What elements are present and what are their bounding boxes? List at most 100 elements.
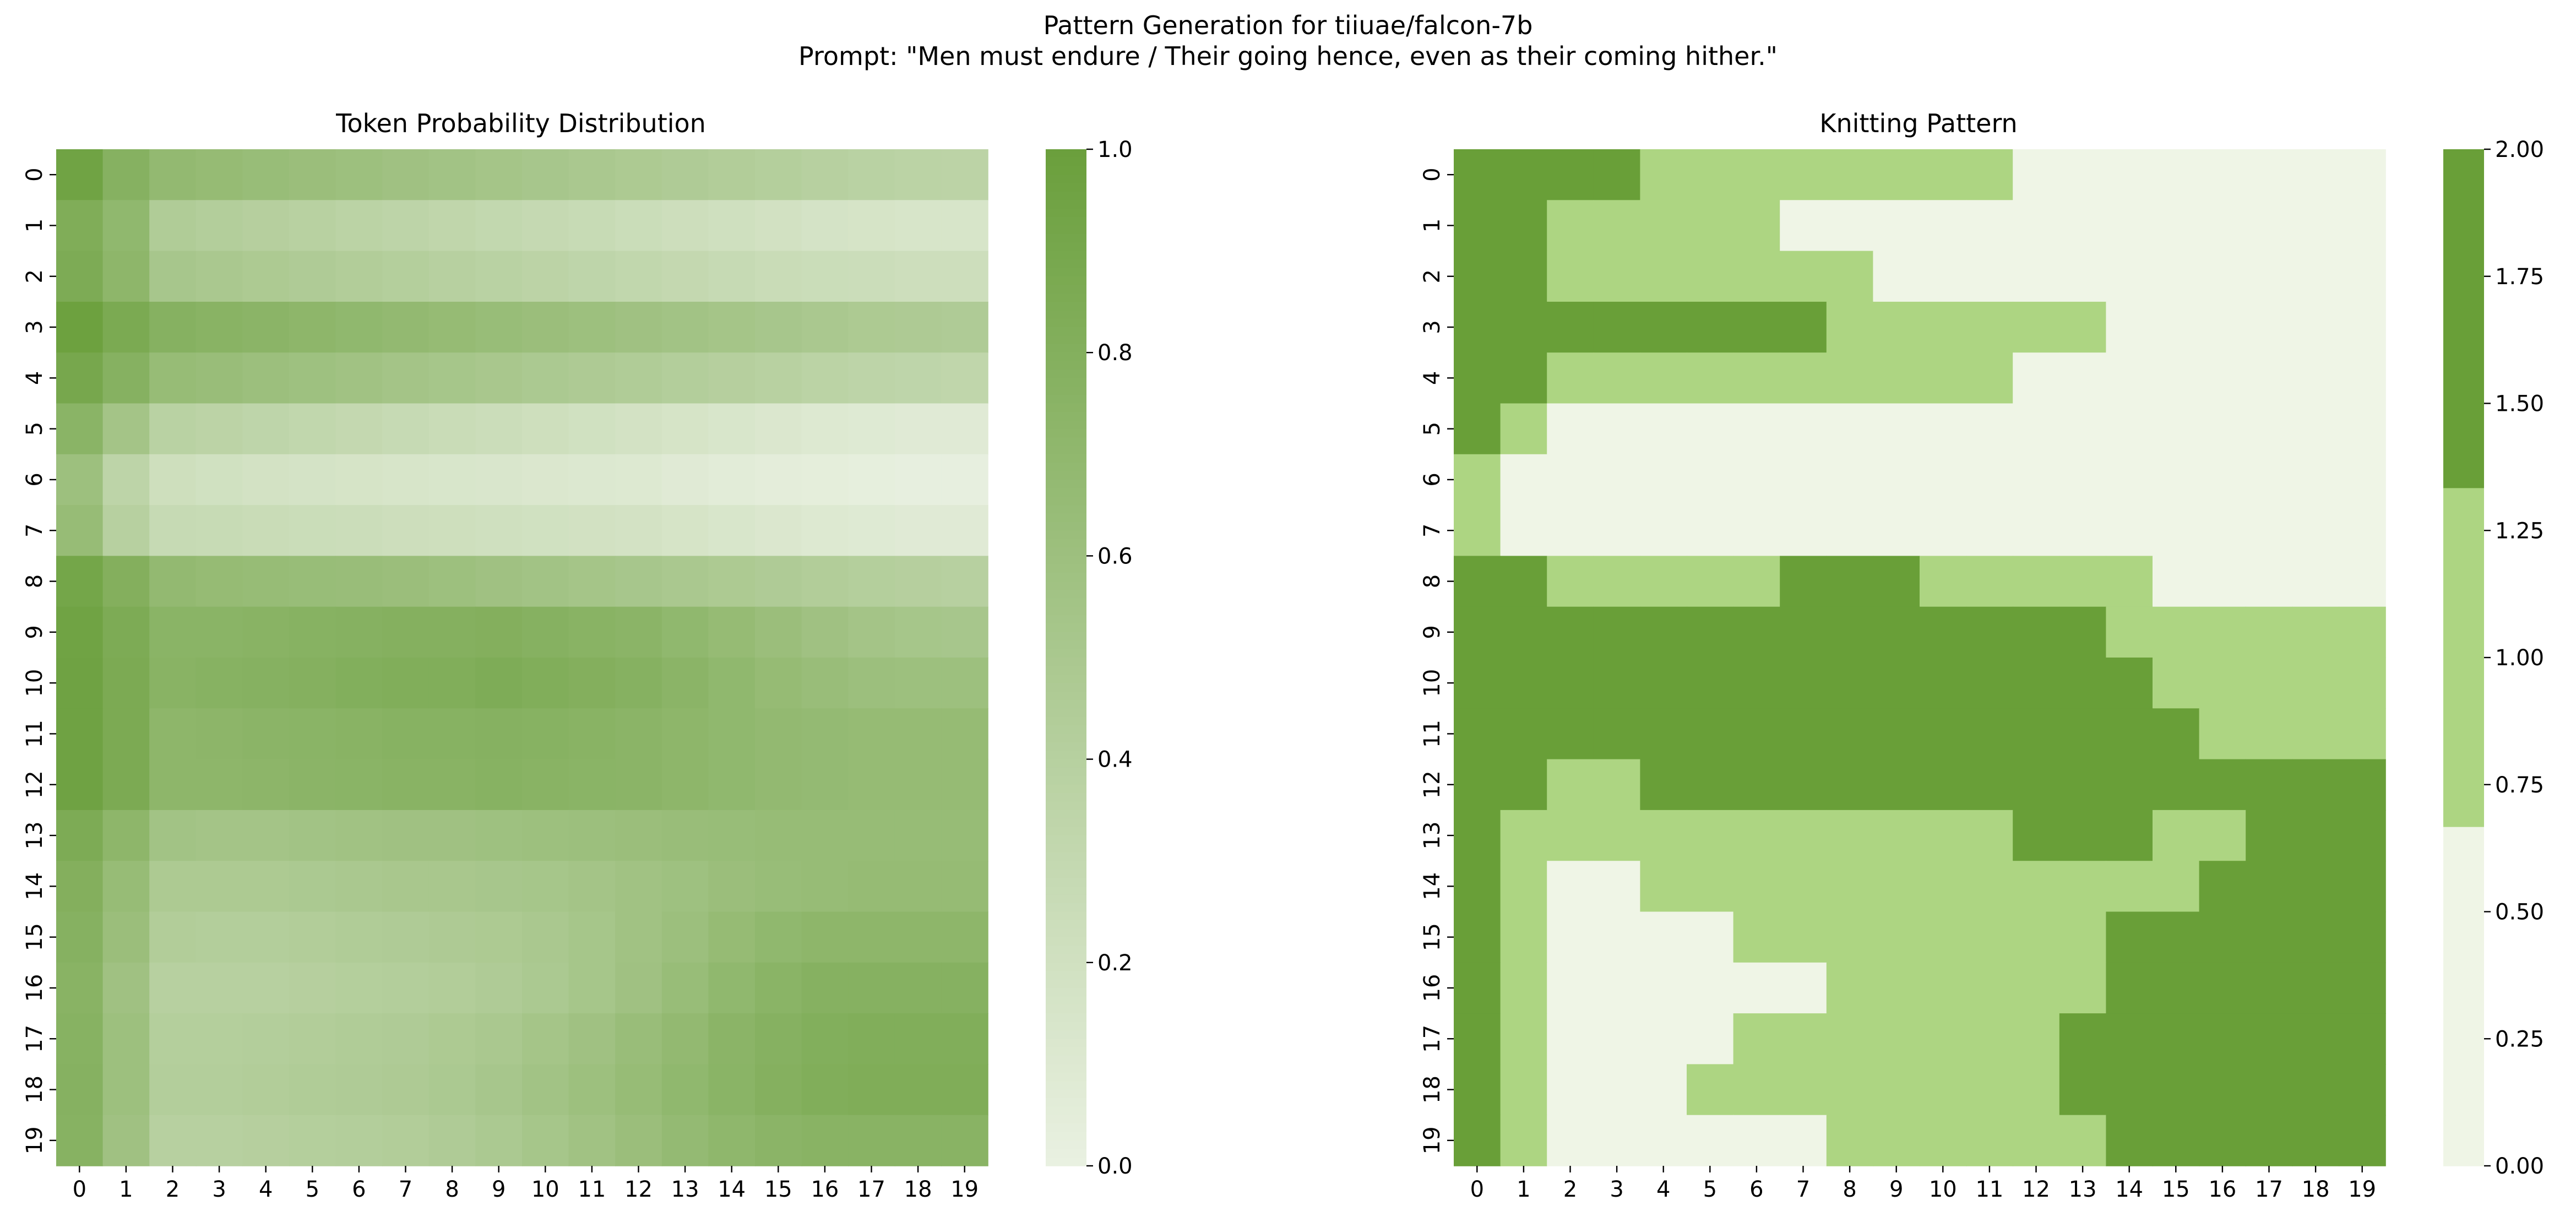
heatmap-cell bbox=[382, 251, 430, 302]
x-tick-label: 2 bbox=[166, 1177, 180, 1202]
heatmap-cell bbox=[1966, 606, 2013, 658]
heatmap-cell bbox=[2246, 911, 2293, 963]
heatmap-cell bbox=[242, 251, 290, 302]
x-tick-label: 9 bbox=[1889, 1177, 1903, 1202]
heatmap-cell bbox=[289, 251, 336, 302]
heatmap-cell bbox=[1454, 352, 1501, 404]
heatmap-cell bbox=[289, 911, 336, 963]
heatmap-cell bbox=[382, 861, 430, 913]
colorbar-segment bbox=[1046, 1064, 1086, 1073]
heatmap-cell bbox=[1920, 962, 1967, 1014]
heatmap-cell bbox=[149, 759, 197, 811]
heatmap-cell bbox=[102, 962, 150, 1014]
y-tick-label: 16 bbox=[22, 974, 47, 1002]
heatmap-cell bbox=[661, 606, 709, 658]
heatmap-cell bbox=[1500, 352, 1547, 404]
heatmap-cell bbox=[195, 1064, 243, 1116]
heatmap-cell bbox=[755, 505, 802, 557]
heatmap-cell bbox=[1780, 352, 1827, 404]
heatmap-cell bbox=[382, 505, 430, 557]
heatmap-cell bbox=[2199, 810, 2246, 861]
heatmap-cell bbox=[1826, 454, 1874, 506]
heatmap-cell bbox=[2059, 962, 2107, 1014]
heatmap-cell bbox=[2153, 251, 2200, 302]
heatmap-cell bbox=[2339, 200, 2386, 252]
heatmap-cell bbox=[102, 759, 150, 811]
heatmap-cell bbox=[2059, 911, 2107, 963]
heatmap-cell bbox=[1640, 251, 1687, 302]
heatmap-cell bbox=[1826, 708, 1874, 760]
heatmap-cell bbox=[2339, 606, 2386, 658]
heatmap-cell bbox=[1687, 454, 1734, 506]
heatmap-cell bbox=[335, 658, 383, 709]
heatmap-cell bbox=[475, 301, 523, 353]
heatmap-cell bbox=[661, 352, 709, 404]
y-tick-label: 3 bbox=[22, 320, 47, 334]
heatmap-cell bbox=[615, 658, 662, 709]
heatmap-cell bbox=[848, 301, 895, 353]
heatmap-cell bbox=[801, 454, 849, 506]
heatmap-cell bbox=[2059, 352, 2107, 404]
y-tick-label: 18 bbox=[22, 1076, 47, 1104]
x-tick-label: 4 bbox=[259, 1177, 273, 1202]
colorbar-segment bbox=[1046, 428, 1086, 438]
heatmap-cell bbox=[1873, 200, 1920, 252]
heatmap-cell bbox=[1687, 251, 1734, 302]
heatmap-cell bbox=[195, 962, 243, 1014]
heatmap-cell bbox=[848, 911, 895, 963]
heatmap-cell bbox=[1826, 962, 1874, 1014]
heatmap-cell bbox=[242, 1115, 290, 1166]
heatmap-cell bbox=[1873, 606, 1920, 658]
colorbar-segment bbox=[1046, 894, 1086, 904]
y-tick-label: 2 bbox=[1420, 269, 1445, 283]
heatmap-cell bbox=[1780, 1064, 1827, 1116]
heatmap-cell bbox=[661, 200, 709, 252]
x-tick-label: 15 bbox=[2162, 1177, 2190, 1202]
heatmap-cell bbox=[1547, 251, 1594, 302]
heatmap-cell bbox=[102, 454, 150, 506]
heatmap-cell bbox=[335, 759, 383, 811]
colorbar-segment bbox=[1046, 149, 1086, 159]
heatmap-cell bbox=[2106, 454, 2153, 506]
heatmap-cell bbox=[2199, 403, 2246, 455]
heatmap-cell bbox=[1826, 861, 1874, 913]
colorbar-segment bbox=[1046, 395, 1086, 404]
heatmap-cell bbox=[1640, 658, 1687, 709]
heatmap-cell bbox=[708, 454, 756, 506]
heatmap-cell bbox=[1687, 149, 1734, 201]
heatmap-cell bbox=[801, 149, 849, 201]
heatmap-cell bbox=[149, 810, 197, 861]
heatmap-cell bbox=[102, 708, 150, 760]
heatmap-cell bbox=[335, 1115, 383, 1166]
heatmap-cell bbox=[894, 1115, 942, 1166]
heatmap-cell bbox=[2246, 1064, 2293, 1116]
colorbar: 0.00 0.25 0.50 0.75 1.00 1.25 1.50 1.75 2.00 bbox=[2443, 137, 2544, 1179]
x-tick-label: 1 bbox=[1517, 1177, 1530, 1202]
heatmap-cell bbox=[1826, 1013, 1874, 1065]
heatmap-cell bbox=[2153, 962, 2200, 1014]
heatmap-cell bbox=[2199, 708, 2246, 760]
heatmap-cell bbox=[755, 606, 802, 658]
colorbar-segment bbox=[1046, 801, 1086, 811]
heatmap-cell bbox=[1780, 1013, 1827, 1065]
heatmap-cell bbox=[289, 962, 336, 1014]
heatmap-cell bbox=[1873, 962, 1920, 1014]
heatmap-cell bbox=[522, 1064, 569, 1116]
heatmap-cell bbox=[1826, 301, 1874, 353]
heatmap-cell bbox=[2199, 911, 2246, 963]
heatmap-cell bbox=[56, 1115, 104, 1166]
figure-title-line-1: Pattern Generation for tiiuae/falcon-7b bbox=[1044, 10, 1533, 40]
heatmap-cell bbox=[2339, 658, 2386, 709]
heatmap-cell bbox=[428, 352, 476, 404]
heatmap-cell bbox=[522, 1013, 569, 1065]
heatmap-cell bbox=[335, 301, 383, 353]
colorbar-segment bbox=[1046, 962, 1086, 971]
heatmap-cell bbox=[522, 251, 569, 302]
heatmap-cell bbox=[149, 556, 197, 607]
y-tick-label: 3 bbox=[1420, 320, 1445, 334]
heatmap-cell bbox=[2013, 658, 2060, 709]
heatmap-cell bbox=[1640, 454, 1687, 506]
heatmap-cell bbox=[755, 708, 802, 760]
heatmap-cell bbox=[1733, 1115, 1780, 1166]
heatmap-cell bbox=[1454, 556, 1501, 607]
